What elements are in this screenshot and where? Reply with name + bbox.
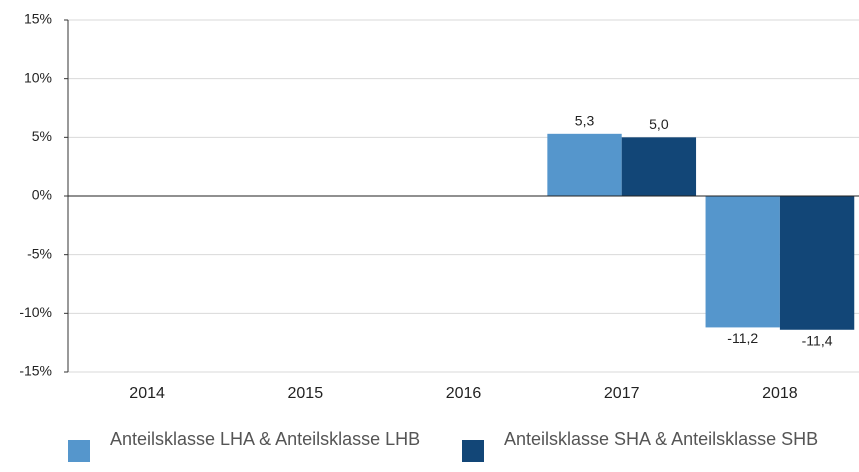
legend-swatch [68, 440, 90, 462]
x-tick-label: 2015 [288, 385, 324, 402]
data-label: 5,3 [575, 113, 595, 129]
y-tick-label: 5% [32, 128, 52, 144]
x-tick-label: 2014 [129, 385, 165, 402]
legend-swatch [462, 440, 484, 462]
legend-label: Anteilsklasse LHA & Anteilsklasse LHB [110, 429, 421, 449]
bar [621, 137, 697, 196]
y-tick-label: 0% [32, 187, 52, 203]
bar [779, 196, 855, 330]
data-label: -11,4 [802, 332, 833, 348]
bar [705, 196, 780, 328]
data-label: -11,2 [727, 330, 758, 346]
legend-item: Anteilsklasse LHA & Anteilsklasse LHB [68, 428, 450, 462]
data-label: 5,0 [649, 116, 669, 132]
y-tick-label: -5% [27, 245, 52, 261]
y-tick-label: -10% [19, 304, 52, 320]
plot: -15% -10% -5% 0% 5% 10% 15% 2014 2015 2016 2017 5,3… [19, 11, 859, 402]
y-tick-label: -15% [19, 363, 52, 379]
x-tick-label: 2017 [604, 385, 640, 402]
x-tick-label: 2018 [762, 385, 798, 402]
y-tick-label: 15% [24, 11, 52, 27]
legend-item: Anteilsklasse SHA & Anteilsklasse SHB [462, 428, 859, 462]
x-tick-label: 2016 [446, 385, 482, 402]
y-tick-label: 10% [24, 69, 52, 85]
legend-label: Anteilsklasse SHA & Anteilsklasse SHB [504, 429, 819, 449]
bar [547, 133, 622, 196]
